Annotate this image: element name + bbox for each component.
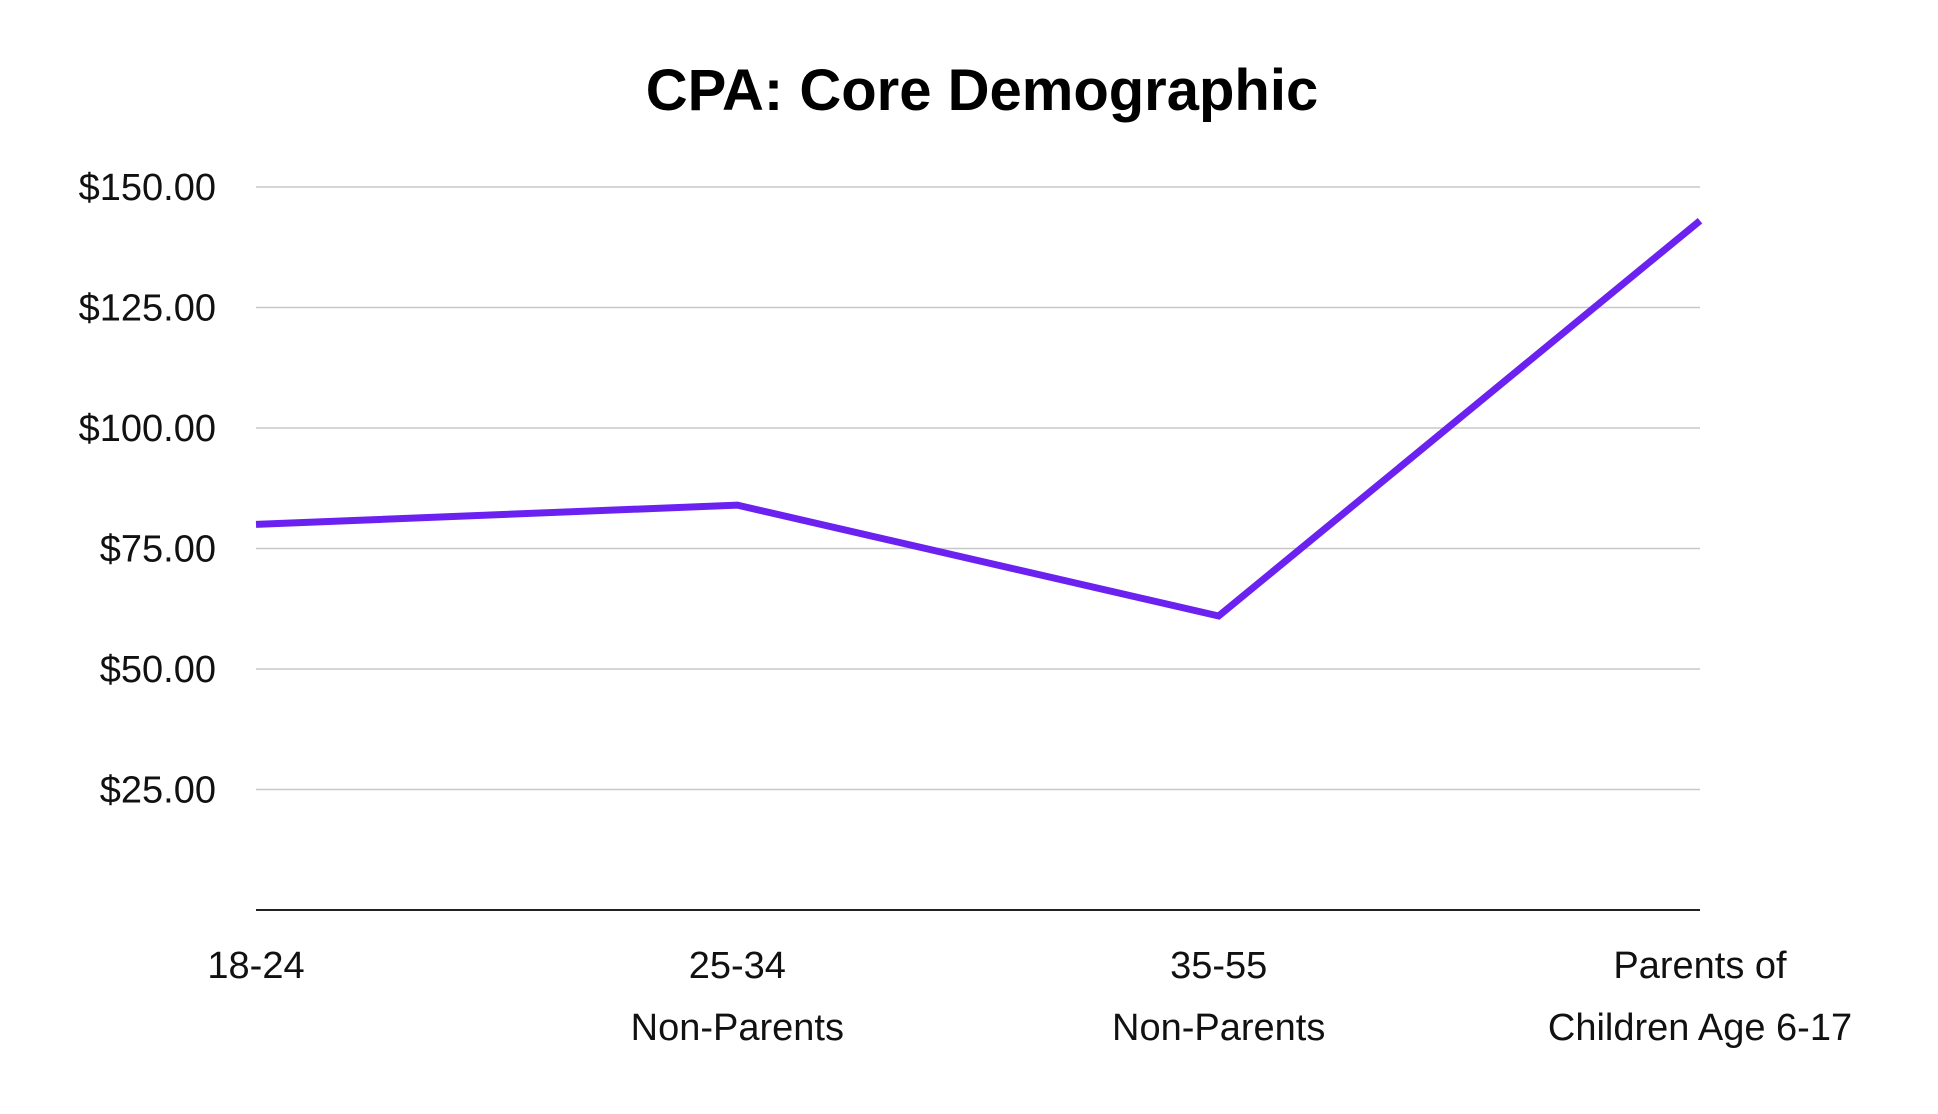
series-layer xyxy=(255,218,1703,620)
series-line-0 xyxy=(255,218,1703,620)
x-tick-label-0: 18-24 xyxy=(207,945,304,987)
y-axis-tick-labels: $25.00 $50.00 $75.00 $100.00 $125.00 $150.00 xyxy=(79,167,216,812)
x-tick-label-2-line-1: Non-Parents xyxy=(1112,1007,1325,1049)
y-tick-label-25: $25.00 xyxy=(100,770,216,812)
x-axis-tick-labels: 18-24 25-34 Non-Parents 35-55 Non-Parents Par… xyxy=(207,945,1852,1049)
x-tick-label-3-line-0: Parents of xyxy=(1613,945,1787,987)
chart-title: CPA: Core Demographic xyxy=(646,58,1318,123)
gridlines xyxy=(256,186,1700,791)
x-tick-label-2: 35-55 Non-Parents xyxy=(1112,945,1325,1049)
y-tick-label-150: $150.00 xyxy=(79,167,216,209)
y-tick-label-75: $75.00 xyxy=(100,529,216,571)
x-tick-label-1-line-1: Non-Parents xyxy=(631,1007,844,1049)
y-tick-label-125: $125.00 xyxy=(79,288,216,330)
y-tick-label-100: $100.00 xyxy=(79,408,216,450)
x-tick-label-0-line-0: 18-24 xyxy=(207,945,304,987)
x-tick-label-2-line-0: 35-55 xyxy=(1170,945,1267,987)
x-tick-label-1: 25-34 Non-Parents xyxy=(631,945,844,1049)
x-tick-label-1-line-0: 25-34 xyxy=(689,945,786,987)
x-tick-label-3-line-1: Children Age 6-17 xyxy=(1548,1007,1852,1049)
y-tick-label-50: $50.00 xyxy=(100,649,216,691)
x-tick-label-3: Parents of Children Age 6-17 xyxy=(1548,945,1852,1049)
